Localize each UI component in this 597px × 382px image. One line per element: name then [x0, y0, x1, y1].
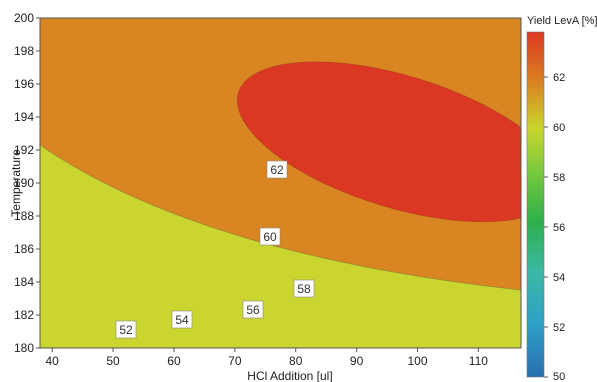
x-tick-label: 50	[106, 354, 120, 368]
x-tick-label: 80	[289, 354, 303, 368]
y-tick-label: 182	[14, 308, 34, 322]
contour-label-box	[171, 310, 193, 329]
y-tick-label: 180	[14, 341, 34, 355]
contour-label: 58	[297, 282, 311, 296]
x-tick-label: 40	[45, 354, 59, 368]
x-tick-label: 100	[407, 354, 427, 368]
colorbar-tick-label: 50	[553, 371, 565, 382]
colorbar-tick-label: 60	[553, 122, 565, 134]
colorbar-tick-label: 52	[553, 322, 565, 334]
contour-label-box	[115, 320, 137, 339]
colorbar-title: Yield LevA [%]	[527, 15, 597, 27]
contour-labels: 52 54 56 58 60 62	[115, 160, 315, 339]
plot-area	[40, 18, 521, 348]
y-axis: 180 182 184 186 188 190 192 194 196 198 200	[14, 11, 40, 355]
x-axis: 40 50 60 70 80 90 100 110	[45, 348, 488, 368]
x-axis-label: HCl Addition [ul]	[247, 369, 332, 382]
contour-label: 60	[263, 230, 277, 244]
contour-label-box	[266, 160, 288, 179]
contour-label-box	[242, 300, 264, 319]
contour-label-box	[293, 279, 315, 298]
contour-label: 62	[270, 163, 284, 177]
y-tick-label: 188	[14, 209, 34, 223]
colorbar-tick-label: 54	[553, 272, 565, 284]
contour-label: 54	[175, 313, 189, 327]
x-tick-label: 60	[167, 354, 181, 368]
x-tick-label: 70	[228, 354, 242, 368]
colorbar: Yield LevA [%] 50 52 54 56 58 60 62	[526, 15, 597, 382]
colorbar-tick-label: 56	[553, 222, 565, 234]
colorbar-gradient	[526, 31, 545, 378]
colorbar-tick-label: 62	[553, 72, 565, 84]
y-tick-label: 198	[14, 44, 34, 58]
y-tick-label: 184	[14, 275, 34, 289]
contour-label: 52	[119, 323, 133, 337]
x-tick-label: 110	[469, 354, 488, 368]
y-axis-label: Temperature	[9, 149, 23, 217]
y-tick-label: 196	[14, 77, 34, 91]
colorbar-tick-label: 58	[553, 172, 565, 184]
contour-label-box	[259, 227, 281, 246]
colorbar-ticks: 50 52 54 56 58 60 62	[544, 72, 565, 382]
y-tick-label: 186	[14, 242, 34, 256]
y-tick-label: 192	[14, 143, 34, 157]
y-tick-label: 200	[14, 11, 34, 25]
y-tick-label: 194	[14, 110, 34, 124]
band-above-62	[237, 61, 521, 223]
y-tick-label: 190	[14, 176, 34, 190]
x-tick-label: 90	[350, 354, 364, 368]
contour-label: 56	[246, 303, 260, 317]
